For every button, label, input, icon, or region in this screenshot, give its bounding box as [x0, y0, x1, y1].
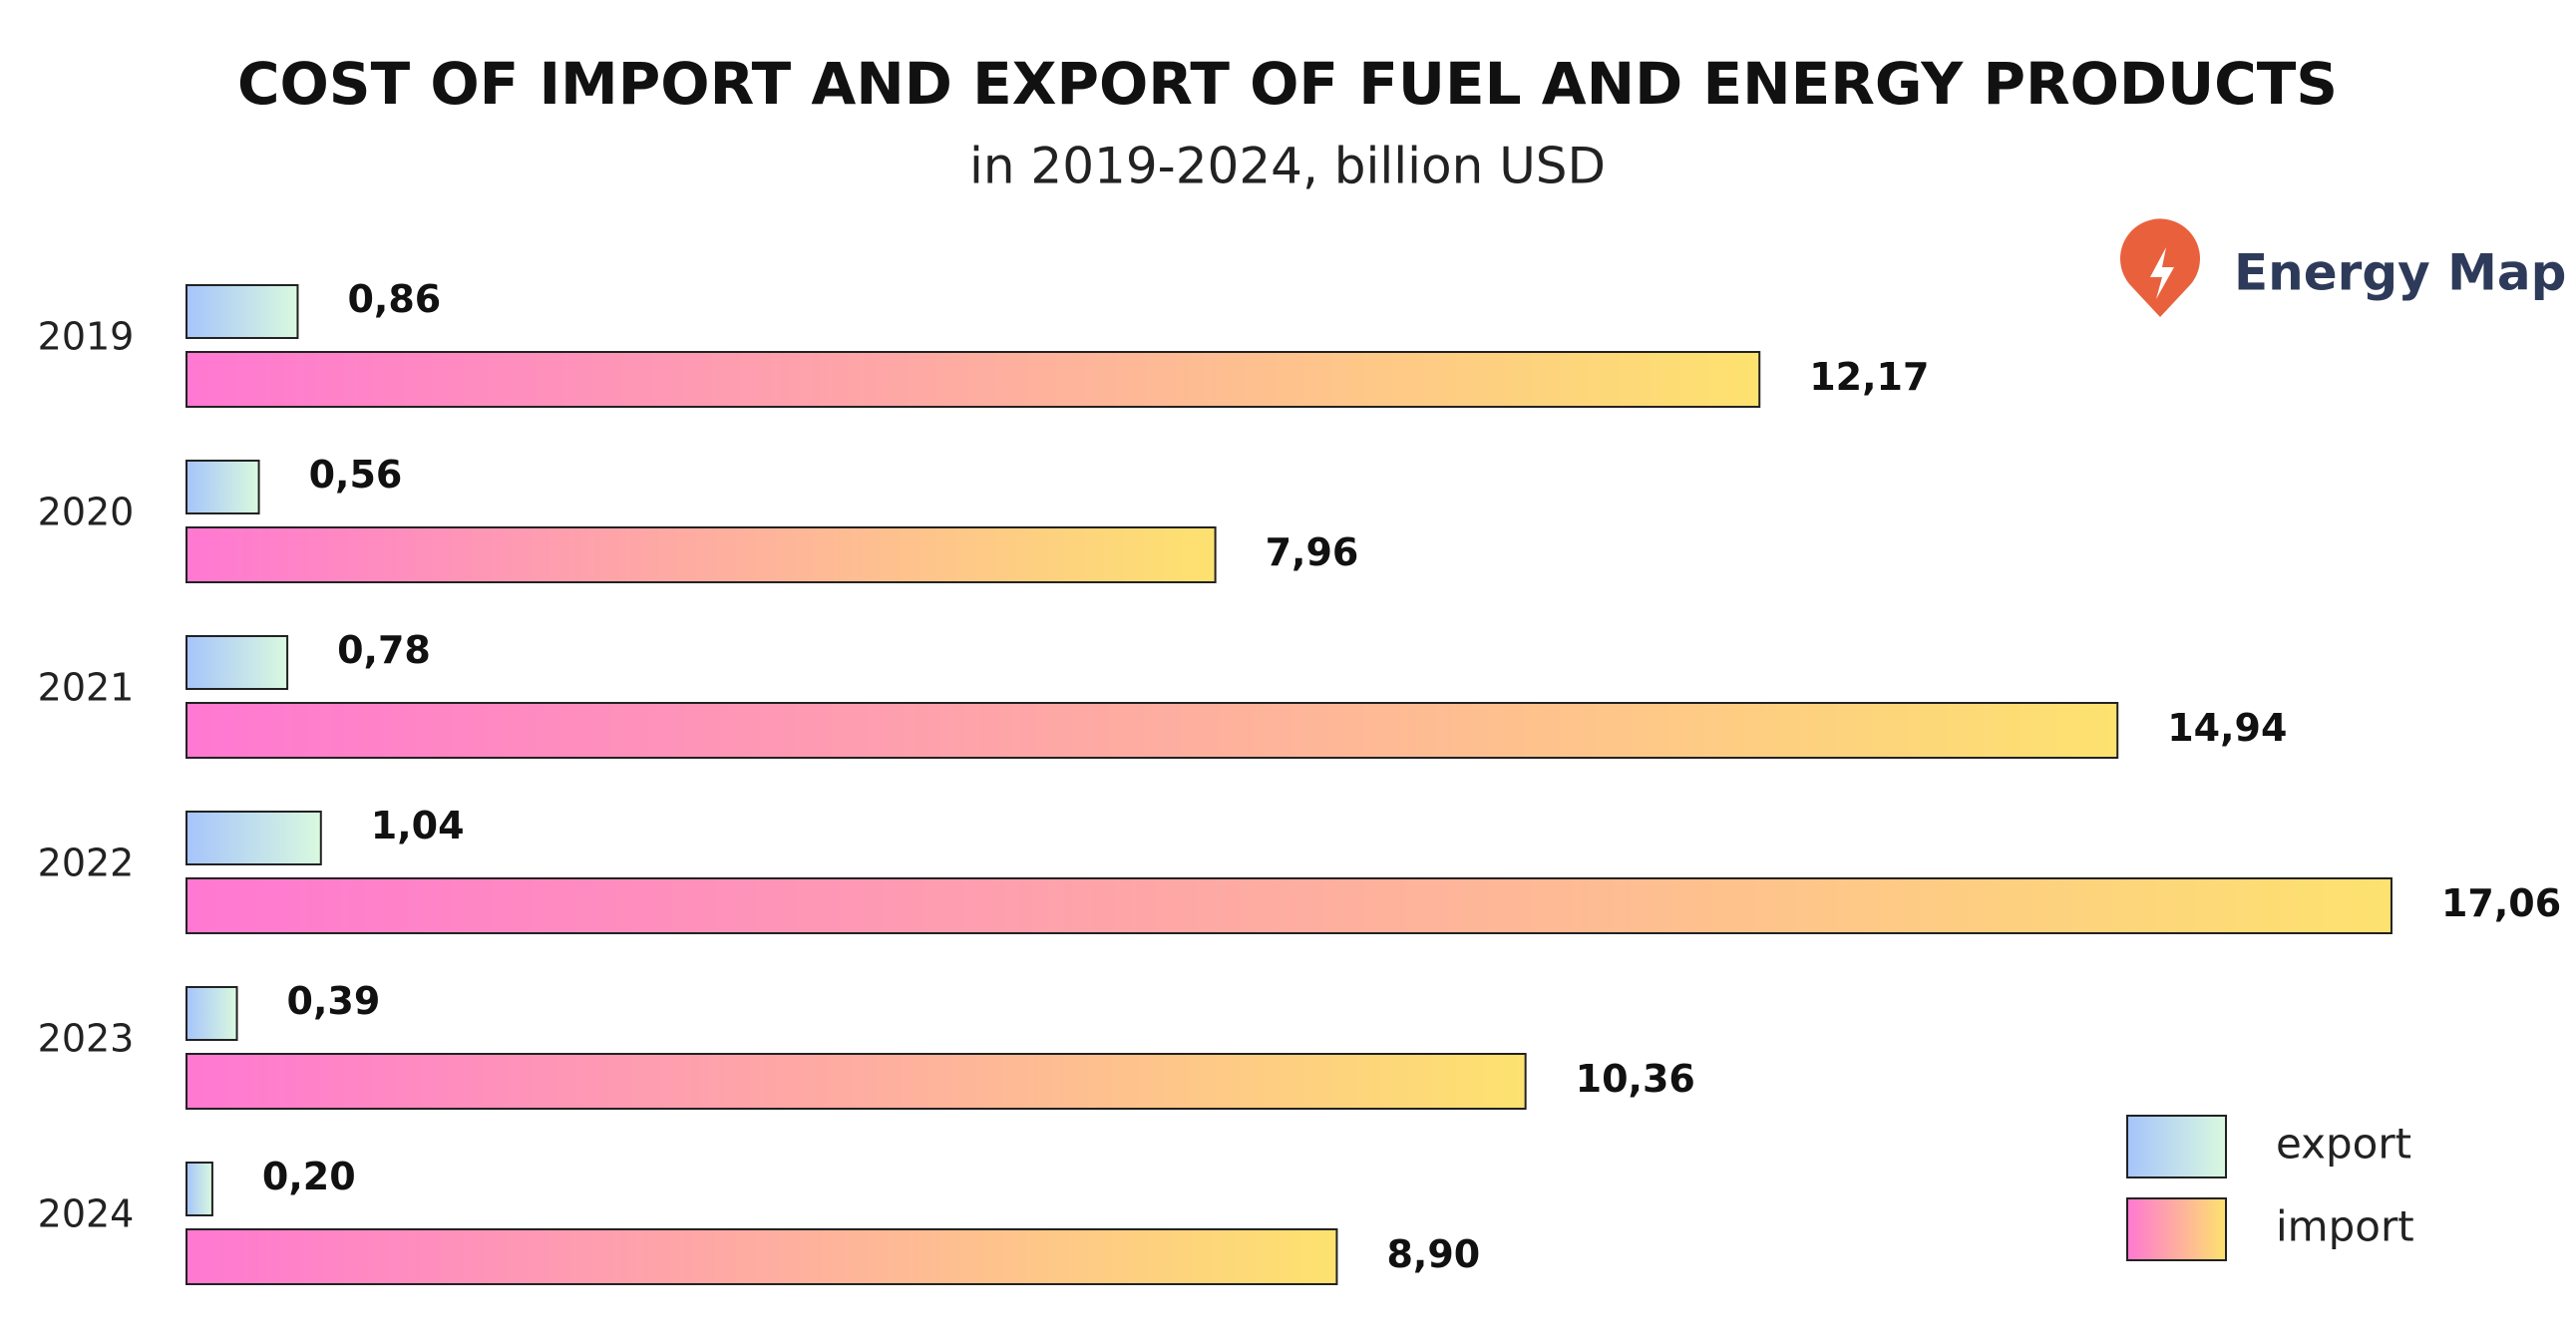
chart-subtitle: in 2019-2024, billion USD: [969, 138, 1606, 195]
bar: [185, 351, 1761, 408]
value-label: 0,39: [287, 979, 381, 1023]
legend-swatch: [2126, 1197, 2227, 1261]
value-label: 0,86: [347, 277, 441, 321]
bar: [185, 986, 238, 1041]
chart-title: COST OF IMPORT AND EXPORT OF FUEL AND EN…: [237, 50, 2338, 118]
y-tick-label: 2019: [38, 315, 135, 359]
y-tick-label: 2024: [38, 1192, 135, 1236]
bar: [185, 702, 2119, 759]
bar: [185, 1053, 1527, 1110]
brand: Energy Map: [2234, 244, 2566, 302]
bar: [185, 1228, 1338, 1285]
y-tick-label: 2023: [38, 1017, 135, 1061]
logo: Energy Map: [2120, 218, 2566, 317]
value-label: 0,78: [337, 628, 431, 672]
bar: [185, 1162, 213, 1216]
value-label: 14,94: [2167, 706, 2287, 750]
bar: [185, 877, 2392, 934]
y-tick-label: 2021: [38, 666, 135, 710]
bar: [185, 526, 1217, 583]
value-label: 17,06: [2441, 881, 2561, 925]
value-label: 1,04: [371, 804, 465, 847]
bar: [185, 635, 289, 690]
y-tick-label: 2022: [38, 841, 135, 885]
value-label: 0,20: [262, 1155, 356, 1198]
legend-label: export: [2276, 1120, 2411, 1169]
value-label: 7,96: [1266, 530, 1359, 574]
logo-bolt: [2150, 247, 2174, 299]
value-label: 12,17: [1809, 355, 1929, 399]
value-label: 8,90: [1386, 1232, 1480, 1276]
value-label: 0,56: [309, 453, 403, 497]
legend-swatch: [2126, 1115, 2227, 1178]
value-label: 10,36: [1576, 1057, 1695, 1101]
y-tick-label: 2020: [38, 491, 135, 534]
bar: [185, 811, 322, 865]
legend-label: import: [2276, 1202, 2414, 1251]
bar: [185, 284, 299, 339]
bar: [185, 460, 260, 514]
